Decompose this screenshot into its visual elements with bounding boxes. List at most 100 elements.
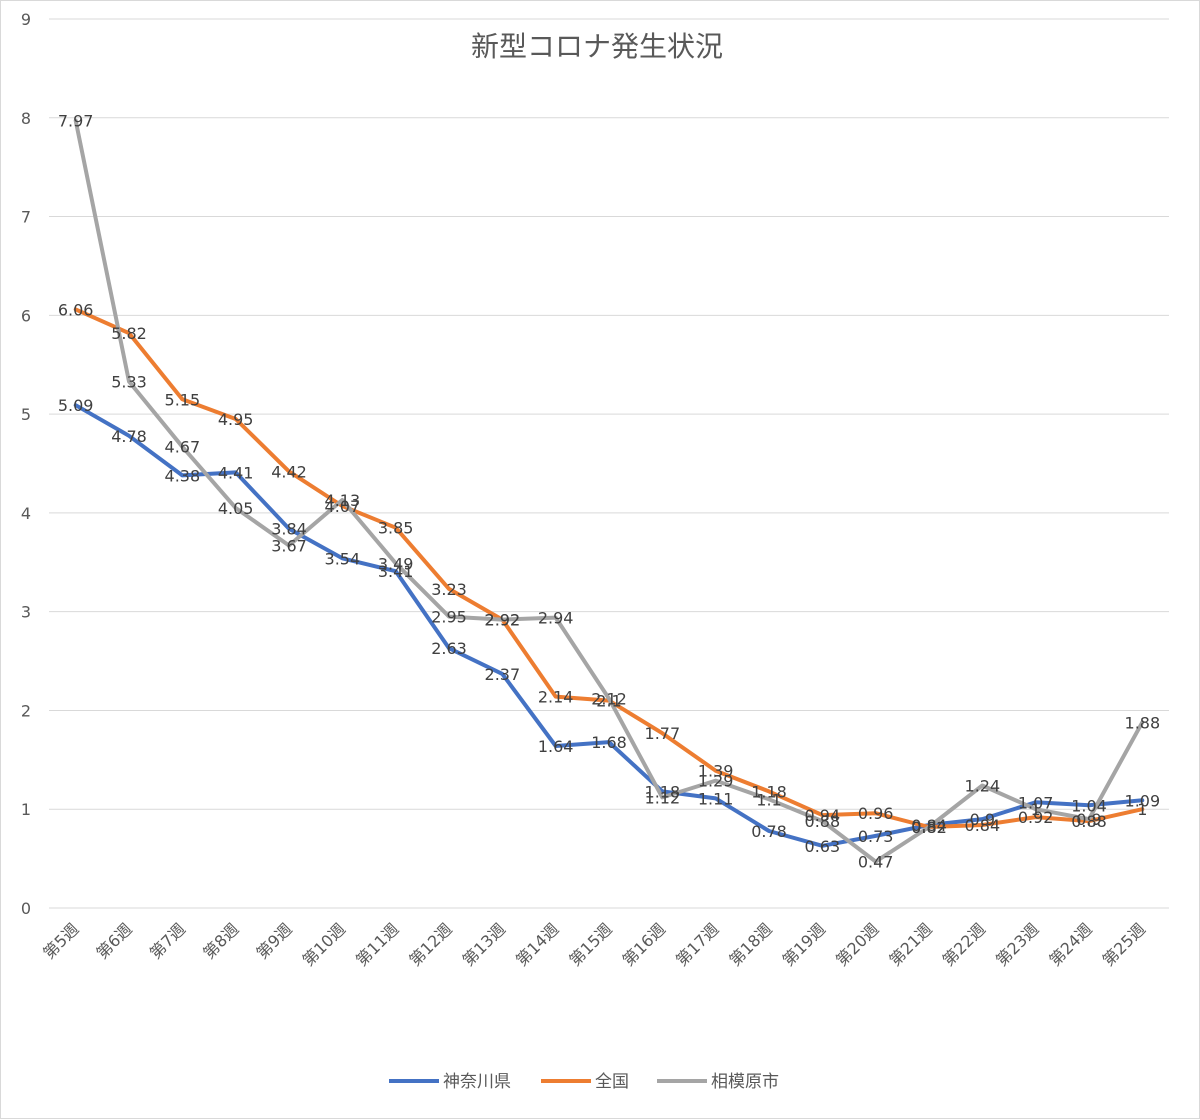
data-label: 1.04 [1071,796,1107,815]
x-tick-label: 第21週 [885,919,935,969]
x-tick-label: 第19週 [779,919,829,969]
data-label: 4.78 [111,427,147,446]
data-label: 0.82 [911,818,947,837]
y-tick-label: 8 [21,109,31,128]
x-tick-label: 第23週 [992,919,1042,969]
y-axis-ticks: 0 1 2 3 4 5 6 7 8 9 [21,10,31,918]
data-label: 0.84 [965,816,1001,835]
data-label: 0.9 [1076,810,1101,829]
legend: 神奈川県 全国 相模原市 [389,1072,779,1092]
data-label: 3.41 [378,562,414,581]
data-label: 1.12 [645,788,681,807]
series-line-1 [73,403,1145,848]
data-label: 2.92 [485,611,521,630]
data-label: 3.49 [378,554,414,573]
data-label: 0.84 [911,816,947,835]
y-tick-label: 9 [21,10,31,29]
x-axis-ticks: 第5週 第6週 第7週 第8週 第9週 第10週 第11週 第12週 第13週 第14週 第15週第… [39,919,1149,969]
data-label: 1.18 [645,782,681,801]
data-label: 2.94 [538,609,574,628]
data-label: 1.39 [698,762,734,781]
data-label: 4.05 [218,499,254,518]
x-tick-label: 第10週 [299,919,349,969]
data-label: 2.1 [596,692,621,711]
data-label: 2.14 [538,688,574,707]
data-label: 2.12 [591,690,627,709]
x-tick-label: 第5週 [39,919,82,962]
data-label: 0.96 [858,804,894,823]
chart-title: 新型コロナ発生状況 [471,30,723,63]
data-label: 0.92 [1018,808,1054,827]
data-label: 1.09 [1125,791,1161,810]
y-tick-label: 7 [21,208,31,227]
legend-label: 相模原市 [711,1072,779,1092]
data-label: 1.1 [756,790,781,809]
data-label: 0.47 [858,853,894,872]
x-tick-label: 第7週 [146,919,189,962]
data-label: 4.95 [218,410,254,429]
y-tick-label: 2 [21,701,31,720]
data-label: 5.15 [165,390,201,409]
legend-label: 全国 [595,1072,629,1092]
data-label: 1.29 [698,772,734,791]
data-label: 3.85 [378,519,414,538]
data-label: 1.11 [698,789,734,808]
x-tick-label: 第16週 [619,919,669,969]
y-tick-label: 3 [21,603,31,622]
y-tick-label: 1 [21,800,31,819]
data-label: 3.23 [431,580,467,599]
x-tick-label: 第11週 [352,919,402,969]
data-label: 0.73 [858,827,894,846]
data-label: 1.24 [965,777,1001,796]
data-label: 3.54 [325,549,361,568]
data-label: 1.64 [538,737,574,756]
data-label: 5.09 [58,396,94,415]
x-tick-label: 第8週 [199,919,242,962]
data-label: 6.06 [58,300,94,319]
data-label: 4.13 [325,491,361,510]
data-label: 4.38 [165,466,201,485]
data-label: 1.07 [1018,793,1054,812]
gridlines [49,18,1169,909]
x-tick-label: 第15週 [565,919,615,969]
data-label: 1.18 [751,782,787,801]
y-tick-label: 6 [21,306,31,325]
data-label: 4.67 [165,438,201,457]
data-label: 0.88 [1071,812,1107,831]
y-tick-label: 4 [21,504,31,523]
data-label: 1.68 [591,733,627,752]
x-tick-label: 第22週 [939,919,989,969]
data-label: 0.78 [751,822,787,841]
data-label: 1.88 [1125,713,1161,732]
data-labels: 5.09 4.78 4.38 4.41 3.84 3.54 3.41 2.63 2.37 1.64… [58,112,1160,872]
data-label: 2.63 [431,639,467,658]
data-label: 0.63 [805,837,841,856]
x-tick-label: 第18週 [725,919,775,969]
data-label: 7.97 [58,112,94,131]
data-label: 2.92 [485,611,521,630]
x-tick-label: 第25週 [1099,919,1149,969]
x-tick-label: 第20週 [832,919,882,969]
data-label: 4.07 [325,497,361,516]
data-label: 1.77 [645,724,681,743]
data-label: 3.67 [271,536,307,555]
x-tick-label: 第14週 [512,919,562,969]
series-line-3 [73,118,1145,864]
x-tick-label: 第13週 [459,919,509,969]
y-tick-label: 0 [21,899,31,918]
data-label: 2.95 [431,608,467,627]
data-label: 1 [1031,800,1041,819]
data-label: 2.37 [485,665,521,684]
data-label: 3.84 [271,520,307,539]
data-label: 4.41 [218,463,254,482]
series-lines [73,118,1145,864]
data-label: 0.9 [970,810,995,829]
x-tick-label: 第17週 [672,919,722,969]
x-tick-label: 第6週 [93,919,136,962]
data-label: 4.42 [271,462,307,481]
x-tick-label: 第9週 [253,919,296,962]
data-label: 5.33 [111,373,147,392]
data-label: 5.82 [111,324,147,343]
